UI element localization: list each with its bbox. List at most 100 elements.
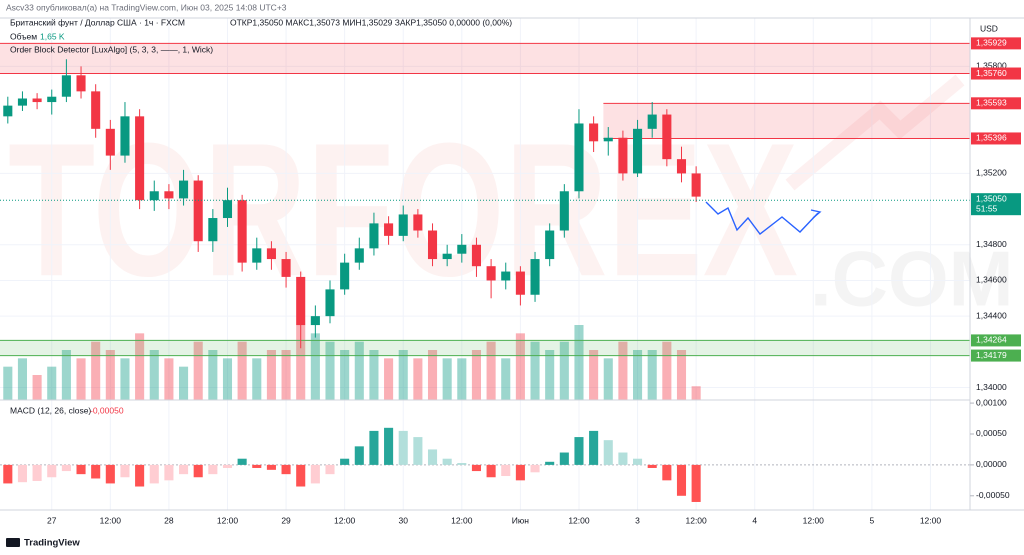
macd-bar xyxy=(281,464,291,475)
volume-bar xyxy=(76,358,86,400)
volume-bar xyxy=(310,333,320,400)
volume-bar xyxy=(120,358,130,400)
volume-bar xyxy=(662,341,672,400)
y-tick-label: 1,35200 xyxy=(976,168,1007,178)
macd-bar xyxy=(618,452,628,465)
volume-bar xyxy=(545,350,555,400)
macd-bar xyxy=(296,464,306,487)
macd-bar xyxy=(120,464,130,478)
macd-bar xyxy=(91,464,101,479)
volume-bar xyxy=(603,358,613,400)
watermark-suffix: .COM xyxy=(810,235,1014,323)
volume-bar xyxy=(691,386,701,400)
macd-bar xyxy=(237,458,247,465)
currency: USD xyxy=(980,23,998,33)
order-block xyxy=(0,340,970,356)
price-label-box xyxy=(971,97,1021,110)
candle-body xyxy=(354,248,364,263)
x-tick-label: 4 xyxy=(752,515,757,525)
macd-bar xyxy=(76,464,86,475)
price-label: 1,35760 xyxy=(976,68,1007,78)
volume-bar xyxy=(486,341,496,400)
candle-body xyxy=(3,105,13,117)
candle-body xyxy=(618,137,628,174)
macd-bar xyxy=(61,464,71,472)
candle-body xyxy=(457,244,467,254)
volume-bar xyxy=(193,341,203,400)
candle-body xyxy=(91,91,101,129)
candle-body xyxy=(574,123,584,192)
volume-value: 1,65 K xyxy=(40,31,65,41)
price-label-box xyxy=(971,67,1021,80)
volume-bar xyxy=(237,341,247,400)
candle-body xyxy=(413,214,423,231)
macd-bar xyxy=(471,464,481,472)
forecast-arrow xyxy=(810,209,822,219)
candle-body xyxy=(179,180,189,199)
macd-bar xyxy=(384,427,394,465)
volume-bar xyxy=(252,358,262,400)
last-price-timer: 51:55 xyxy=(976,203,998,213)
macd-bar xyxy=(222,464,233,468)
volume-bar xyxy=(208,350,218,400)
macd-bar xyxy=(398,430,408,465)
candle-body xyxy=(633,128,643,174)
x-tick-label: 27 xyxy=(47,515,57,525)
x-tick-label: 12:00 xyxy=(334,515,356,525)
forecast-line xyxy=(705,201,819,235)
logo-icon xyxy=(6,538,20,547)
x-tick-label: 28 xyxy=(164,515,174,525)
volume-title: Объем xyxy=(10,31,37,41)
macd-bar xyxy=(340,458,350,465)
candle-body xyxy=(676,159,687,174)
macd-bar xyxy=(17,464,27,483)
volume-bar xyxy=(413,358,423,400)
candle-body xyxy=(340,262,350,290)
x-tick-label: 30 xyxy=(398,515,408,525)
y-tick-label: 0,00050 xyxy=(976,428,1007,438)
candle-body xyxy=(252,248,262,263)
x-tick-label: 12:00 xyxy=(451,515,473,525)
ohlc: ОТКР1,35050 МАКС1,35073 МИН1,35029 ЗАКР1… xyxy=(230,17,512,27)
macd-bar xyxy=(105,464,115,484)
volume-bar xyxy=(457,358,467,400)
x-tick-label: 12:00 xyxy=(685,515,707,525)
volume-bar xyxy=(325,341,335,400)
x-tick-label: 12:00 xyxy=(920,515,942,525)
macd-bar xyxy=(179,464,189,475)
volume-bar xyxy=(398,350,408,400)
candle-body xyxy=(296,276,306,326)
macd-bar xyxy=(164,464,174,481)
price-label: 1,34264 xyxy=(976,335,1007,345)
candle-body xyxy=(501,271,511,281)
x-tick-label: 3 xyxy=(635,515,640,525)
macd-bar xyxy=(603,440,613,465)
volume-bar xyxy=(354,341,364,400)
candle-body xyxy=(164,191,174,199)
macd-bar xyxy=(369,430,379,465)
price-label: 1,35396 xyxy=(976,133,1007,143)
macd-bar xyxy=(442,458,452,465)
x-tick-label: Июн xyxy=(512,515,529,525)
volume-bar xyxy=(559,341,569,400)
volume-bar xyxy=(61,350,71,400)
candle-body xyxy=(61,75,71,97)
publisher: Ascv33 опубликовал(а) на TradingView.com… xyxy=(6,2,287,12)
candle-body xyxy=(208,218,218,242)
macd-bar xyxy=(457,463,467,465)
macd-bar xyxy=(3,464,13,484)
x-tick-label: 12:00 xyxy=(217,515,239,525)
candle-body xyxy=(530,259,540,295)
price-label-box xyxy=(971,334,1021,347)
macd-bar xyxy=(633,458,643,465)
macd-bar xyxy=(545,461,555,465)
order-block xyxy=(0,43,970,74)
volume-bar xyxy=(222,358,233,400)
volume-bar xyxy=(266,350,276,400)
candle-body xyxy=(135,116,145,201)
y-tick-label: 1,34800 xyxy=(976,239,1007,249)
macd-bar xyxy=(501,464,511,477)
volume-bar xyxy=(296,325,306,400)
x-tick-label: 12:00 xyxy=(803,515,825,525)
macd-bar xyxy=(691,464,701,502)
